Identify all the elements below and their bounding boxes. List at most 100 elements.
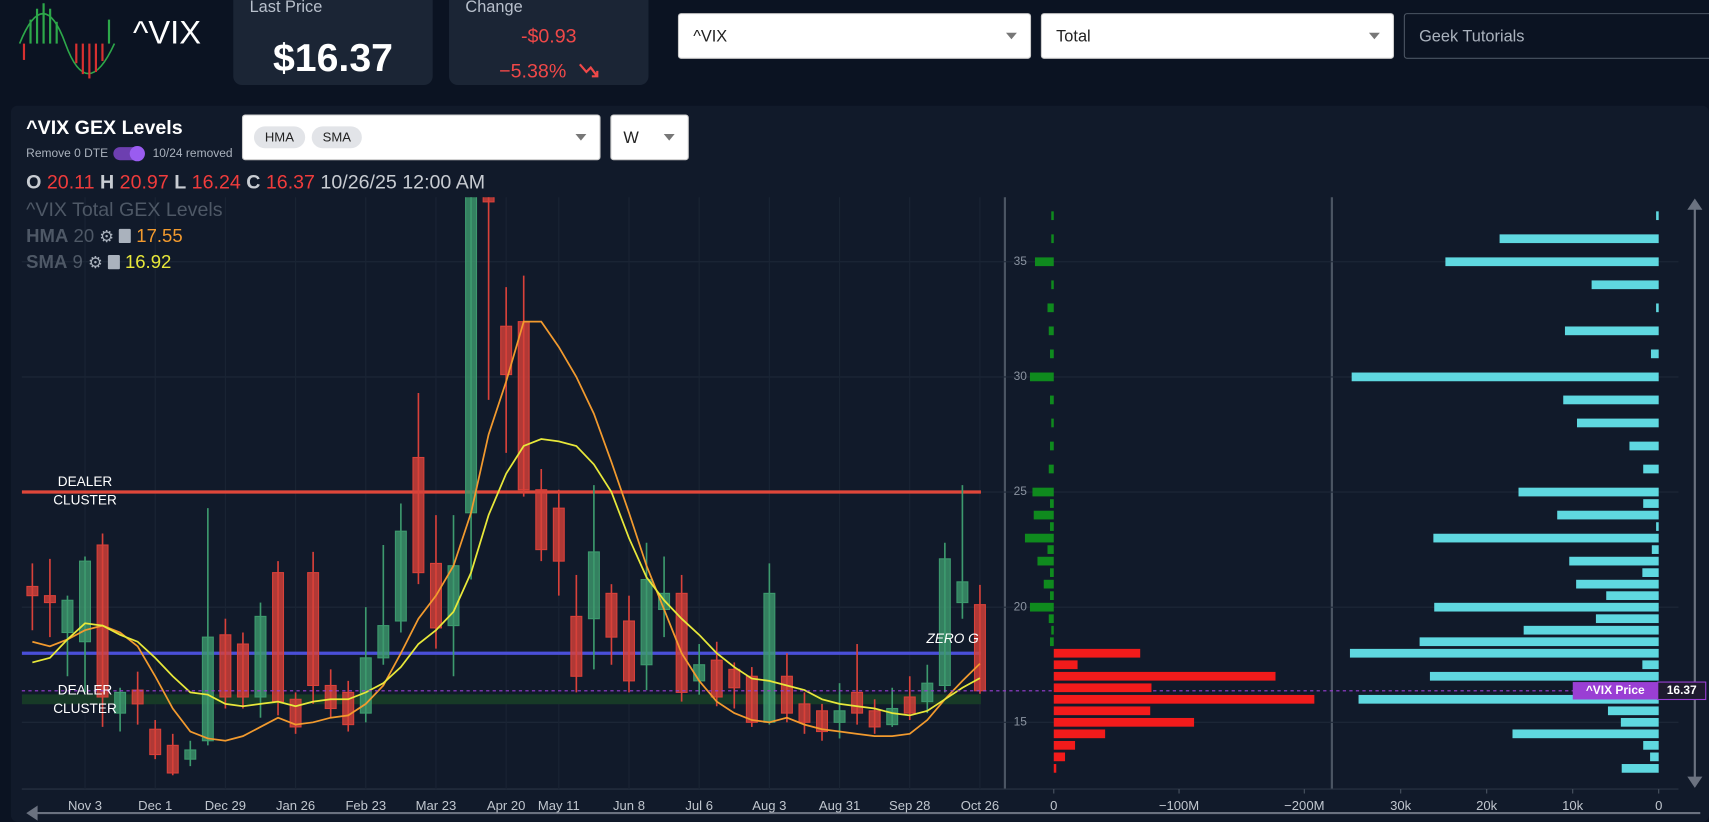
gex-bar (1349, 648, 1659, 658)
candle-body (114, 691, 127, 714)
gex-bar (1024, 533, 1054, 543)
gex-type-select[interactable]: Total (1040, 13, 1395, 59)
delete-icon[interactable] (119, 228, 132, 244)
price-tag-value: 16.37 (1667, 683, 1697, 697)
gex-bar (1656, 303, 1659, 313)
candle-body (587, 551, 600, 620)
gex-bar (1642, 660, 1659, 670)
candle-body (184, 749, 197, 760)
gex-bar (1043, 579, 1054, 589)
gex-bar (1034, 257, 1054, 267)
x-tick-label: 10k (1562, 798, 1584, 813)
gex-bar (1621, 764, 1659, 773)
delete-icon[interactable] (107, 255, 120, 270)
select-value: W (623, 128, 639, 148)
ma-line (32, 320, 981, 742)
settings-icon[interactable]: ⚙ (99, 227, 114, 247)
gex-bar (1569, 556, 1659, 566)
candle-body (903, 696, 916, 714)
x-tick-label: 30k (1390, 798, 1412, 813)
gex-bar (1591, 280, 1659, 290)
gex-bar (1650, 752, 1659, 762)
interval-select[interactable]: W (610, 114, 689, 161)
legend-name: HMA (26, 225, 69, 247)
gex-bar (1595, 614, 1659, 624)
candle-body (166, 744, 179, 774)
gex-bar (1642, 568, 1659, 577)
gex-bar (1518, 487, 1659, 497)
candle-body (96, 544, 109, 698)
candle-body (324, 684, 337, 710)
x-tick-label: May 11 (538, 798, 580, 813)
settings-icon[interactable]: ⚙ (87, 253, 103, 273)
x-tick-label: 0 (1050, 798, 1057, 813)
candle-body (570, 615, 583, 677)
x-tick-label: Feb 23 (345, 798, 386, 813)
gex-bar (1656, 211, 1659, 221)
gex-bar (1051, 418, 1054, 428)
x-tick-label: Jun 8 (613, 798, 645, 813)
candle-body (131, 689, 144, 705)
gex-bar (1047, 545, 1054, 554)
y-tick-label: 30 (1014, 369, 1028, 383)
x-tick-label: Oct 26 (961, 798, 999, 813)
candle-body (79, 560, 92, 643)
x-tick-label: Jan 26 (276, 798, 315, 813)
ohlc-label: H (100, 171, 115, 193)
candle-body (693, 664, 706, 682)
candle-body (272, 572, 285, 703)
candle-body (868, 710, 881, 728)
gex-bar (1053, 764, 1057, 773)
gex-bar (1053, 729, 1106, 739)
gex-bar (1053, 752, 1066, 762)
select-value: ^VIX (693, 27, 728, 46)
price-tag (1572, 682, 1658, 700)
down-arrow (579, 63, 599, 78)
gex-bar (1620, 717, 1659, 727)
chip[interactable]: SMA (311, 126, 362, 149)
x-tick-label: Apr 20 (487, 798, 526, 813)
symbol-select[interactable]: ^VIX (677, 13, 1032, 59)
candle-body (254, 615, 267, 698)
gex-bar (1051, 234, 1054, 244)
candle-body (517, 321, 530, 491)
candle-body (43, 595, 56, 604)
x-tick-label: −200M (1284, 798, 1324, 813)
candle-body (201, 636, 214, 742)
candle-body (886, 707, 899, 726)
scrollbars (26, 198, 1703, 821)
x-tick-label: −100M (1159, 798, 1199, 813)
candle-body (973, 604, 986, 692)
candle-body (307, 572, 320, 687)
label: Last Price (249, 0, 323, 17)
x-tick-label: Nov 3 (68, 798, 102, 813)
gex-bar (1419, 637, 1659, 647)
last-price: $16.37 (272, 34, 393, 80)
gex-bar (1564, 326, 1659, 336)
legend-value: 16.92 (124, 251, 172, 273)
indicator-select[interactable]: HMA SMA (241, 114, 601, 161)
gex-bar (1047, 303, 1054, 313)
legend-name: SMA (26, 251, 68, 273)
chip[interactable]: HMA (253, 126, 305, 149)
toggle[interactable] (113, 146, 145, 162)
candle-body (26, 585, 39, 597)
logo (18, 3, 116, 79)
gex-bar (1051, 625, 1054, 635)
change: -$0.93 (520, 25, 577, 47)
gex-bar (1656, 522, 1659, 531)
gex-bar (1053, 717, 1195, 727)
candle-body (289, 698, 302, 728)
candle-body (956, 581, 969, 604)
last-price-card: Last Price $16.37 (233, 0, 433, 86)
plot (21, 197, 986, 776)
tutorials-select[interactable]: Geek Tutorials (1403, 13, 1709, 59)
gex-bar (1053, 648, 1141, 658)
gex-bar (1629, 441, 1659, 451)
gex-bar (1050, 522, 1054, 531)
ohlc-value: 16.37 (265, 171, 315, 193)
toggle-label: Remove 0 DTE (26, 147, 109, 161)
